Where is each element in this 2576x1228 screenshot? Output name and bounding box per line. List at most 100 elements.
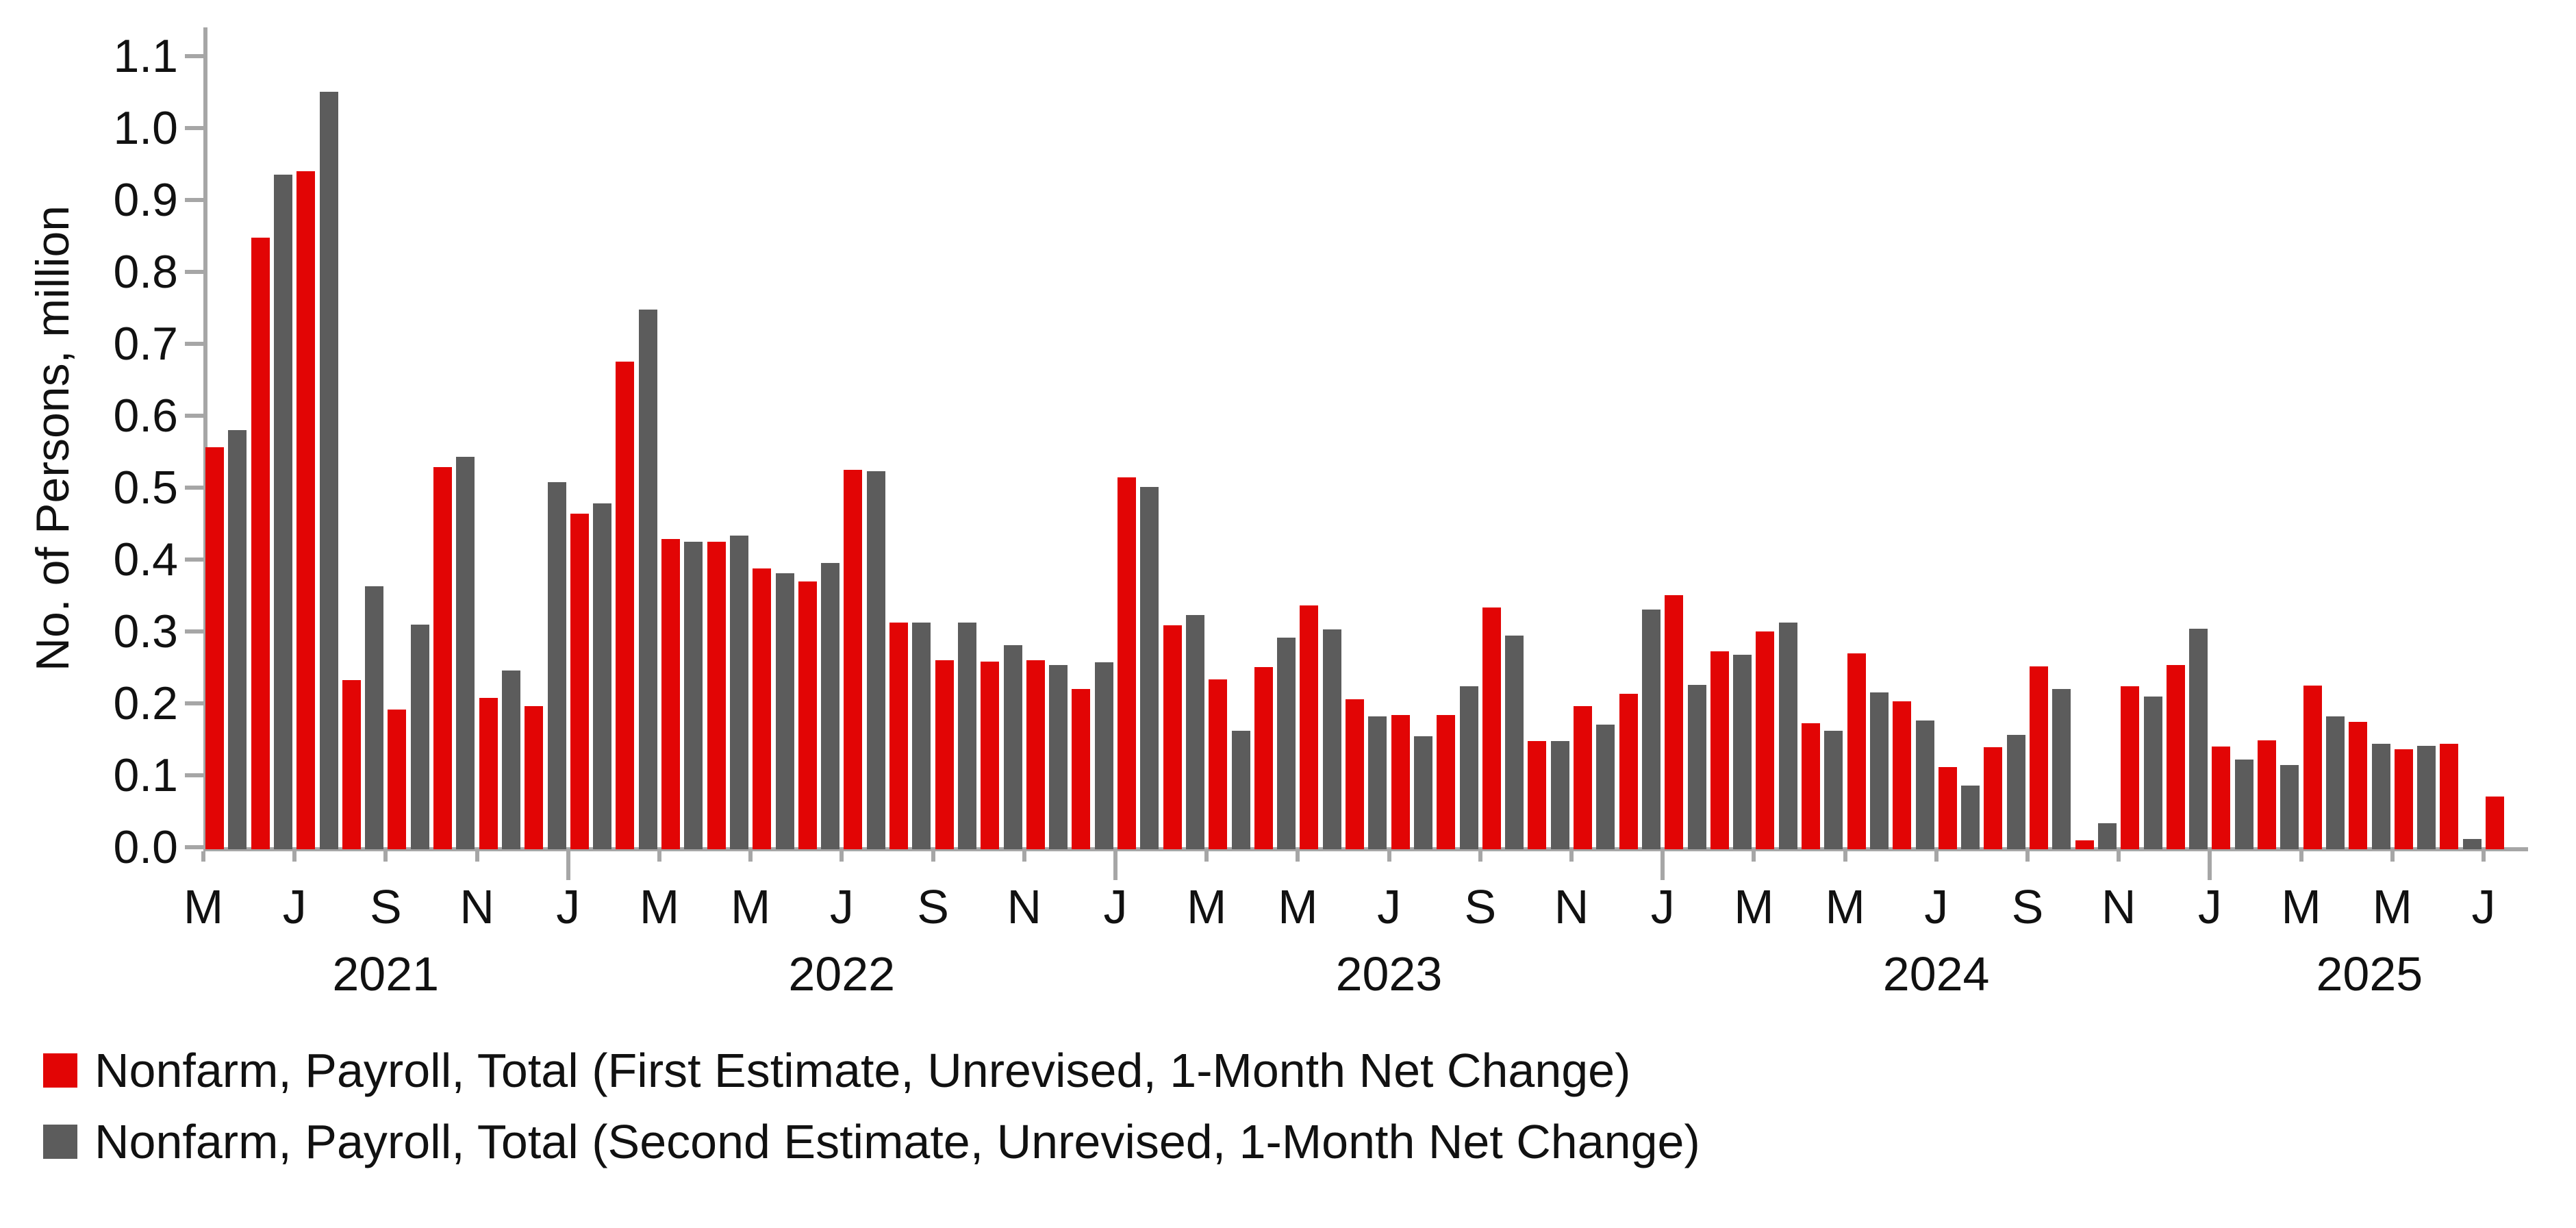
- bar-first-estimate: [2212, 747, 2231, 849]
- y-axis-tick: [185, 54, 205, 58]
- x-axis-tick-year: [2208, 851, 2212, 880]
- x-axis-month-label: J: [1924, 880, 1949, 933]
- x-axis-tick: [201, 851, 205, 862]
- legend-item-second-estimate: Nonfarm, Payroll, Total (Second Estimate…: [43, 1118, 1700, 1166]
- bar-first-estimate: [1072, 689, 1091, 849]
- y-axis-tick-label: 0.3: [113, 605, 178, 657]
- x-axis-tick: [1478, 851, 1482, 862]
- bar-second-estimate: [1824, 731, 1843, 849]
- x-axis-tick: [383, 851, 388, 862]
- bar-second-estimate: [1413, 736, 1432, 849]
- y-axis-title: No. of Persons, million: [27, 205, 79, 672]
- x-axis-year-label: 2025: [2316, 947, 2423, 1001]
- x-axis-tick-year: [566, 851, 570, 880]
- y-axis-tick: [185, 845, 205, 849]
- bar-second-estimate: [1049, 665, 1068, 849]
- bar-first-estimate: [342, 680, 361, 849]
- x-axis-year-label: 2024: [1882, 947, 1990, 1001]
- bar-second-estimate: [2280, 765, 2299, 849]
- x-axis-tick: [1569, 851, 1574, 862]
- bar-first-estimate: [1665, 595, 1684, 849]
- bar-first-estimate: [1710, 651, 1729, 849]
- x-axis-month-label: N: [2101, 880, 2136, 933]
- bar-second-estimate: [2462, 839, 2482, 849]
- bar-second-estimate: [684, 542, 703, 849]
- x-axis-tick: [1934, 851, 1939, 862]
- x-axis-month-label: J: [829, 880, 854, 933]
- x-axis-year-label: 2021: [332, 947, 440, 1001]
- bar-second-estimate: [2189, 629, 2208, 849]
- y-axis-tick: [185, 270, 205, 274]
- bar-first-estimate: [1346, 699, 1364, 849]
- y-axis-tick-label: 0.6: [113, 390, 178, 442]
- y-axis-tick-label: 0.1: [113, 749, 178, 801]
- x-axis-month-label: S: [370, 880, 402, 933]
- x-axis-month-label: N: [1554, 880, 1589, 933]
- y-axis-tick-label: 0.9: [113, 174, 178, 226]
- bar-first-estimate: [2440, 744, 2459, 849]
- x-axis-tick: [1843, 851, 1847, 862]
- bar-first-estimate: [479, 698, 498, 849]
- x-axis-month-label: M: [731, 880, 771, 933]
- y-axis-tick: [185, 486, 205, 490]
- x-axis-month-label: J: [1650, 880, 1675, 933]
- bar-second-estimate: [2234, 760, 2253, 849]
- bar-first-estimate: [1482, 607, 1501, 849]
- bar-second-estimate: [228, 430, 247, 849]
- x-axis-month-label: J: [1377, 880, 1402, 933]
- bar-first-estimate: [2394, 749, 2413, 849]
- bar-first-estimate: [1984, 747, 2003, 849]
- bar-first-estimate: [1437, 715, 1456, 849]
- y-axis-tick-label: 0.2: [113, 677, 178, 729]
- x-axis-month-label: S: [1464, 880, 1497, 933]
- x-axis-month-label: S: [917, 880, 949, 933]
- x-axis-year-label: 2022: [788, 947, 896, 1001]
- bar-first-estimate: [661, 539, 680, 849]
- x-axis-month-label: M: [1734, 880, 1774, 933]
- bar-first-estimate: [570, 514, 589, 849]
- bar-second-estimate: [1505, 636, 1524, 849]
- legend-label-first-estimate: Nonfarm, Payroll, Total (First Estimate,…: [94, 1044, 1631, 1097]
- bar-second-estimate: [2052, 689, 2071, 849]
- bar-first-estimate: [251, 238, 270, 849]
- y-axis-tick-label: 0.0: [113, 821, 178, 873]
- bar-second-estimate: [729, 536, 748, 849]
- bar-second-estimate: [1003, 645, 1022, 849]
- bar-second-estimate: [2417, 746, 2436, 849]
- bar-second-estimate: [1550, 741, 1569, 849]
- bar-second-estimate: [593, 503, 612, 849]
- bar-second-estimate: [319, 92, 338, 849]
- x-axis-tick-year: [1660, 851, 1665, 880]
- bar-second-estimate: [1687, 685, 1706, 849]
- plot-area: 0.0 0.1 0.2 0.3 0.4 0.5 0.6 0.7 0.8 0.9 1.0 1.1 M J S N…: [113, 27, 2528, 1001]
- bar-first-estimate: [1619, 694, 1638, 849]
- bar-second-estimate: [2143, 697, 2162, 849]
- x-axis-month-label: J: [2471, 880, 2496, 933]
- x-axis-month-label: M: [2372, 880, 2412, 933]
- x-axis-tick: [2117, 851, 2121, 862]
- bar-second-estimate: [273, 175, 292, 849]
- bar-first-estimate: [2349, 722, 2368, 849]
- x-axis-month-label: J: [1103, 880, 1128, 933]
- x-axis-month-label: M: [2281, 880, 2321, 933]
- bar-first-estimate: [1574, 706, 1592, 849]
- bar-second-estimate: [1140, 487, 1159, 849]
- bar-first-estimate: [388, 710, 407, 849]
- y-axis-tick-label: 1.1: [113, 30, 178, 82]
- bar-first-estimate: [1117, 477, 1136, 849]
- bar-first-estimate: [1847, 653, 1866, 849]
- bar-first-estimate: [753, 568, 772, 849]
- bar-first-estimate: [2258, 740, 2276, 849]
- y-axis-tick-label: 0.4: [113, 534, 178, 586]
- bar-first-estimate: [1893, 701, 1912, 849]
- x-axis-tick: [748, 851, 753, 862]
- x-axis-tick: [1204, 851, 1209, 862]
- bar-second-estimate: [547, 482, 566, 849]
- bar-first-estimate: [1528, 741, 1547, 849]
- x-axis-month-label: N: [1007, 880, 1042, 933]
- bar-first-estimate: [2030, 666, 2048, 849]
- bar-second-estimate: [1596, 725, 1615, 849]
- bar-first-estimate: [433, 467, 452, 849]
- bar-first-estimate: [844, 470, 863, 849]
- bar-second-estimate: [866, 471, 885, 849]
